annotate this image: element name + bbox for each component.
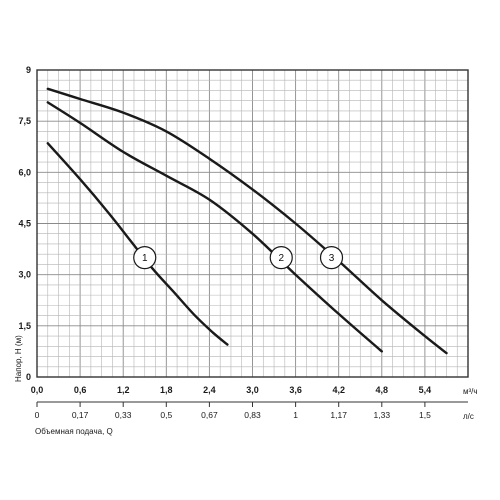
x-tick-label: 2,4 bbox=[203, 385, 216, 395]
secondary-x-axis bbox=[36, 401, 468, 407]
x2-unit-label: л/с bbox=[463, 412, 474, 421]
x2-tick-label: 1,33 bbox=[374, 410, 391, 420]
x2-tick-label: 0,5 bbox=[160, 410, 172, 420]
tick-labels: 0,0 0,6 1,2 1,8 2,4 3,0 3,6 4,2 4,8 5,4 9 7,5 6,0 4,5… bbox=[18, 65, 431, 420]
x2-tick-label: 0 bbox=[35, 410, 40, 420]
y-tick-label: 3,0 bbox=[18, 270, 31, 280]
x-tick-label: 4,8 bbox=[376, 385, 389, 395]
y-tick-label: 4,5 bbox=[18, 219, 31, 229]
x2-tick-label: 1,17 bbox=[330, 410, 347, 420]
y-tick-label: 7,5 bbox=[18, 116, 31, 126]
y-tick-label: 6,0 bbox=[18, 167, 31, 177]
curve-2 bbox=[46, 101, 383, 353]
x-tick-label: 5,4 bbox=[419, 385, 432, 395]
curve-label-2: 2 bbox=[278, 253, 284, 264]
y-tick-label: 1,5 bbox=[18, 321, 31, 331]
curve-label-circle bbox=[269, 246, 293, 270]
x2-tick-label: 1 bbox=[293, 410, 298, 420]
x-tick-label: 1,2 bbox=[117, 385, 130, 395]
curve-label-1: 1 bbox=[142, 253, 148, 264]
x-tick-label: 4,2 bbox=[332, 385, 345, 395]
x2-tick-label: 0,17 bbox=[72, 410, 89, 420]
y-tick-label: 9 bbox=[26, 65, 31, 75]
curve-label-3: 3 bbox=[329, 253, 335, 264]
x2-tick-label: 0,83 bbox=[244, 410, 261, 420]
chart-grid bbox=[37, 70, 468, 377]
x2-tick-label: 0,33 bbox=[115, 410, 132, 420]
x-tick-label: 1,8 bbox=[160, 385, 173, 395]
x-unit-label: м³/ч bbox=[463, 387, 478, 396]
plot-frame bbox=[36, 69, 469, 378]
x-tick-label: 3,6 bbox=[289, 385, 302, 395]
x-axis-title: Объемная подача, Q bbox=[35, 427, 113, 436]
curve-3 bbox=[46, 87, 448, 355]
curve-1 bbox=[46, 142, 229, 346]
x2-tick-label: 1,5 bbox=[419, 410, 431, 420]
y-tick-label: 0 bbox=[26, 372, 31, 382]
x-tick-label: 0,6 bbox=[74, 385, 87, 395]
pump-curves bbox=[46, 87, 448, 355]
x-tick-label: 0,0 bbox=[31, 385, 44, 395]
y-axis-title: Напор, H (м) bbox=[14, 335, 23, 382]
x2-tick-label: 0,67 bbox=[201, 410, 218, 420]
curve-label-circle bbox=[133, 246, 157, 270]
curve-label-circle bbox=[319, 246, 344, 270]
x-tick-label: 3,0 bbox=[246, 385, 259, 395]
curve-labels: 1 2 3 bbox=[133, 246, 344, 270]
